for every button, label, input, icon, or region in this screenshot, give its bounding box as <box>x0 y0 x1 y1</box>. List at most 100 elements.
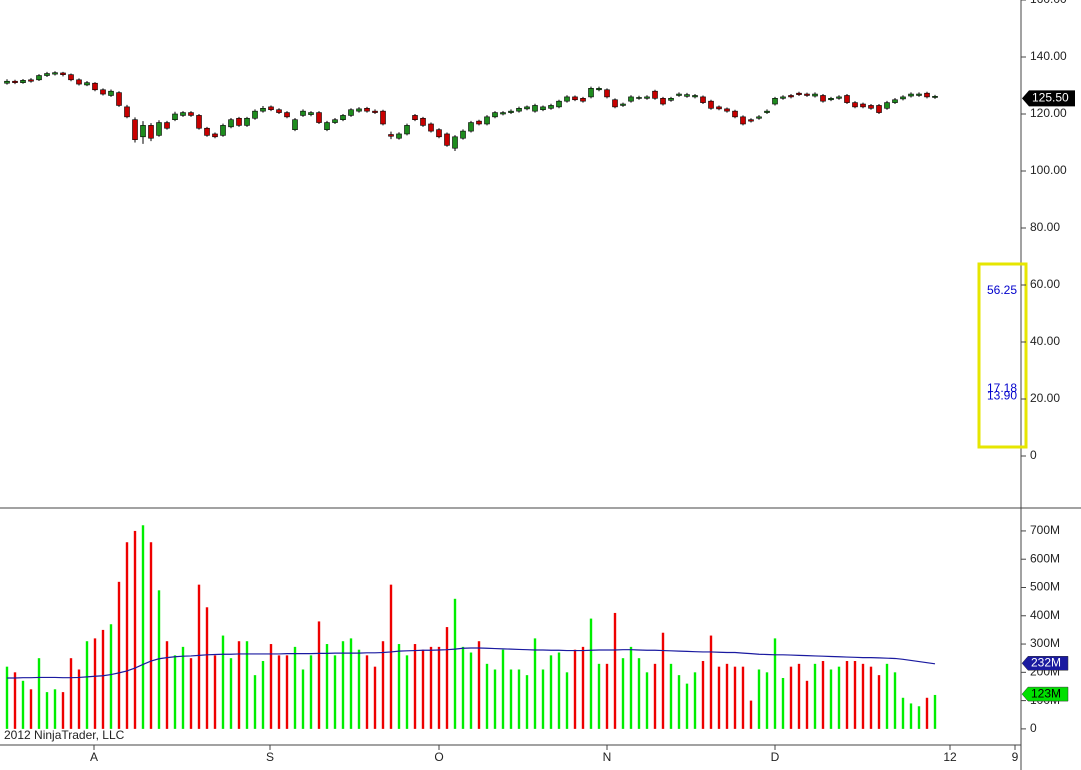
candle-body <box>212 133 218 138</box>
volume-bar <box>133 530 137 729</box>
candle-body <box>356 108 362 112</box>
volume-bar <box>189 658 193 729</box>
candle-body <box>148 125 154 139</box>
volume-bar <box>877 675 881 729</box>
volume-bar <box>581 646 585 729</box>
volume-bar <box>101 629 105 729</box>
candle-body <box>668 98 674 101</box>
value-marker-label: 232M <box>1031 655 1061 669</box>
volume-bar <box>309 655 313 729</box>
candle-body <box>428 123 434 132</box>
y-tick-label: 100.00 <box>1030 163 1067 177</box>
y-tick-label: 20.00 <box>1030 391 1060 405</box>
volume-bar <box>277 655 281 729</box>
volume-bar <box>629 646 633 729</box>
candle-body <box>260 107 266 112</box>
candle-body <box>460 130 466 139</box>
candle-body <box>588 88 594 98</box>
volume-bar <box>837 666 841 729</box>
candle-body <box>740 116 746 125</box>
volume-bar <box>597 663 601 729</box>
volume-bar <box>269 644 273 729</box>
volume-bar <box>5 666 9 729</box>
candle-body <box>324 122 330 130</box>
candle-body <box>692 95 698 98</box>
volume-bar <box>381 641 385 729</box>
volume-bar <box>29 689 33 729</box>
volume-bar <box>45 692 49 729</box>
candle-body <box>652 90 658 99</box>
volume-bar <box>141 525 145 729</box>
candle-body <box>564 96 570 102</box>
candle-body <box>228 119 234 128</box>
candle-body <box>284 112 290 118</box>
candle-body <box>484 116 490 125</box>
candle-body <box>164 122 170 129</box>
candle-body <box>764 110 770 113</box>
value-marker-label: 123M <box>1031 686 1061 700</box>
candle-body <box>892 99 898 103</box>
y-tick-label: 40.00 <box>1030 334 1060 348</box>
volume-bar <box>885 663 889 729</box>
volume-bar <box>909 703 913 729</box>
candle-body <box>908 93 914 97</box>
candle-body <box>236 117 242 126</box>
candle-body <box>644 96 650 99</box>
candle-body <box>860 103 866 108</box>
candle-body <box>492 112 498 118</box>
volume-bar <box>373 666 377 729</box>
candle-body <box>116 92 122 106</box>
volume-bar <box>229 658 233 729</box>
volume-bar <box>469 652 473 729</box>
volume-bar <box>925 697 929 729</box>
volume-bar <box>645 672 649 729</box>
candle-body <box>380 110 386 125</box>
candle-body <box>276 109 282 113</box>
candle-body <box>604 89 610 98</box>
volume-bar <box>565 672 569 729</box>
x-tick-label: O <box>434 750 443 764</box>
volume-bar <box>53 689 57 729</box>
candle-body <box>292 119 298 130</box>
candle-body <box>868 105 874 109</box>
volume-bar <box>765 672 769 729</box>
volume-bar <box>533 638 537 729</box>
volume-bar <box>437 646 441 729</box>
volume-bar <box>317 621 321 729</box>
candle-body <box>84 82 90 86</box>
x-tick-label: 9 <box>1012 750 1019 764</box>
volume-bar <box>653 663 657 729</box>
credit: 2012 NinjaTrader, LLC <box>4 728 125 742</box>
candle-body <box>364 107 370 112</box>
volume-bar <box>821 661 825 729</box>
volume-bar <box>869 666 873 729</box>
y-tick-label: 80.00 <box>1030 220 1060 234</box>
volume-bar <box>485 663 489 729</box>
volume-bar <box>413 644 417 729</box>
y-tick-label: 500M <box>1030 580 1060 594</box>
value-marker-box <box>1021 686 1069 702</box>
y-tick-label: 60.00 <box>1030 277 1060 291</box>
volume-bar <box>213 655 217 729</box>
candle-body <box>572 96 578 101</box>
candle-body <box>100 89 106 95</box>
candle-body <box>316 112 322 123</box>
volume-bar <box>61 692 65 729</box>
candle-body <box>348 109 354 116</box>
candle-body <box>796 92 802 95</box>
candle-body <box>700 96 706 103</box>
volume-bar <box>845 661 849 729</box>
volume-bar <box>709 635 713 729</box>
volume-bar <box>173 655 177 729</box>
candle-body <box>180 112 186 116</box>
volume-bar <box>461 646 465 729</box>
candle-body <box>12 80 18 83</box>
volume-bar <box>453 598 457 729</box>
volume-bar <box>357 649 361 729</box>
volume-bar <box>789 666 793 729</box>
candle-body <box>452 136 458 149</box>
volume-bar <box>69 658 73 729</box>
volume-bar <box>613 612 617 729</box>
